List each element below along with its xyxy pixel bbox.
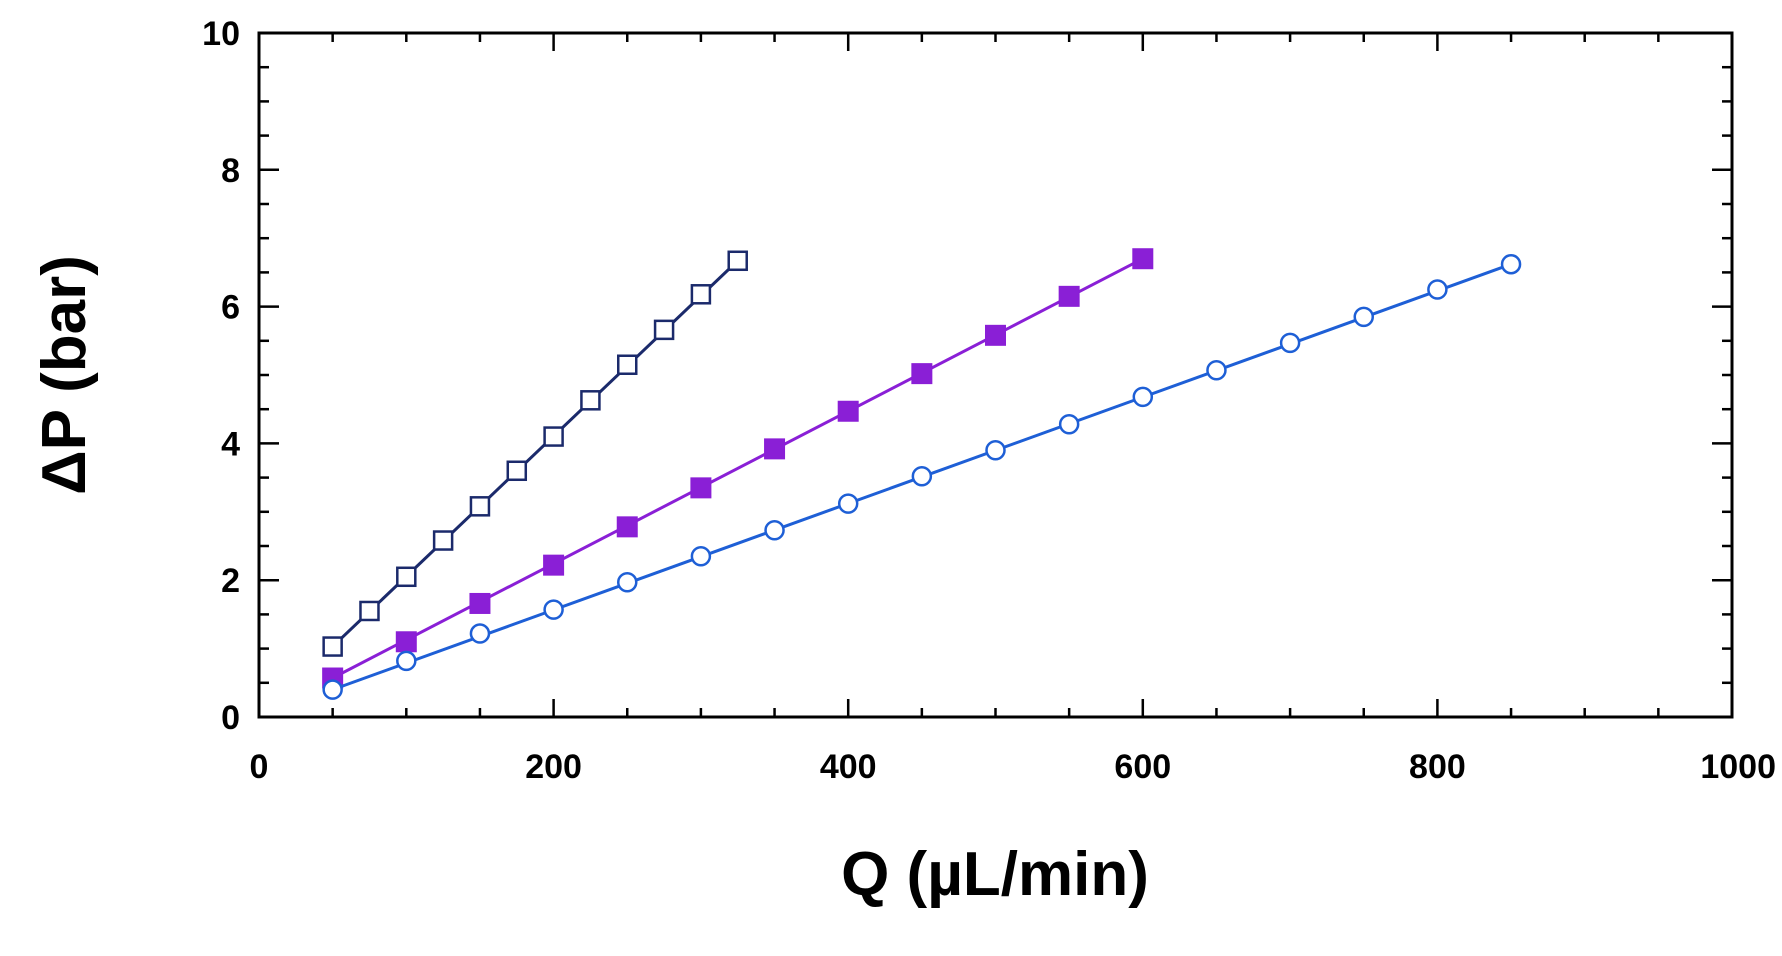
x-axis-title: Q (µL/min) [841, 840, 1149, 909]
series-2-point [395, 631, 417, 653]
y-tick-label: 6 [221, 289, 240, 327]
y-tick-label: 2 [221, 562, 240, 600]
x-tick-labels: 0 200 400 600 800 1000 [250, 748, 1776, 786]
series-3-point [1427, 279, 1448, 300]
series-3-point [1206, 359, 1227, 381]
x-tick-label: 0 [250, 748, 269, 786]
plot-frame [257, 31, 1734, 719]
y-tick-label: 10 [202, 15, 240, 53]
axis-ticks [257, 31, 1734, 719]
series-2-point [1132, 248, 1154, 270]
series-1-point [617, 354, 638, 375]
x-tick-label: 400 [820, 748, 877, 786]
series-3-point [1353, 306, 1374, 328]
series-3-point [617, 572, 638, 593]
x-tick-label: 800 [1409, 748, 1466, 786]
series-1 [322, 250, 748, 657]
series-1-fit-line [331, 259, 739, 648]
series-1-point [469, 496, 491, 517]
series-3-point [1058, 413, 1080, 435]
series-3-point [1279, 332, 1301, 354]
series-2-point [469, 592, 491, 614]
y-tick-label: 4 [221, 425, 240, 463]
series-2-point [911, 363, 933, 385]
series-2-point [543, 554, 565, 576]
series-layer [322, 248, 1522, 700]
x-tick-label: 200 [525, 748, 582, 786]
series-1-point [653, 319, 675, 341]
series-3-point [764, 520, 785, 541]
series-3-point [396, 650, 417, 672]
series-1-point [396, 566, 417, 588]
series-3-point [690, 546, 712, 567]
series-1-point [359, 600, 380, 622]
series-3-point [469, 623, 491, 644]
series-3 [322, 253, 1522, 700]
series-1-point [506, 460, 528, 482]
series-2 [322, 248, 1154, 689]
series-2-fit-line [331, 257, 1144, 680]
series-1-point [580, 390, 601, 411]
series-2-point [1058, 285, 1080, 307]
series-2-point [764, 438, 786, 460]
series-3-point [322, 679, 343, 700]
y-tick-label: 8 [221, 152, 240, 190]
series-1-point [543, 426, 564, 447]
series-2-point [616, 516, 638, 538]
x-tick-label: 1000 [1700, 748, 1776, 786]
y-tick-labels: 0 2 4 6 8 10 [202, 15, 240, 737]
y-tick-label: 0 [221, 699, 240, 737]
y-axis-title: ΔP (bar) [30, 255, 99, 495]
series-3-point [1500, 253, 1522, 275]
series-3-point [911, 465, 933, 487]
series-1-point [432, 530, 454, 551]
series-1-point [690, 284, 712, 305]
series-3-point [985, 439, 1006, 461]
series-3-point [1132, 386, 1154, 408]
series-1-point [727, 250, 748, 272]
series-2-point [690, 477, 712, 499]
series-2-point [985, 324, 1006, 346]
series-3-point [543, 599, 564, 620]
series-3-point [837, 493, 859, 514]
x-tick-label: 600 [1114, 748, 1171, 786]
series-2-point [837, 400, 859, 422]
series-1-point [322, 636, 343, 657]
